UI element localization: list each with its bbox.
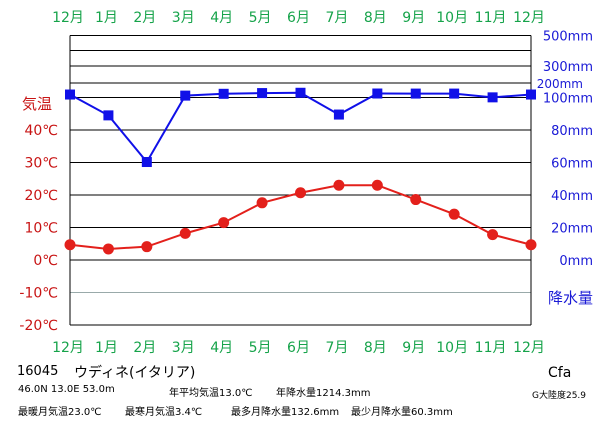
month-labels-bottom: 12月 1月 2月 3月 4月 5月 6月 7月 8月 9月 10月 11月 12月 — [52, 340, 545, 356]
precipitation-point — [333, 109, 344, 120]
month-label: 8月 — [364, 340, 387, 356]
temp-tick-label: 40℃ — [24, 123, 58, 139]
temperature-point — [179, 227, 191, 239]
annual-temperature: 年平均気温13.0℃ — [169, 388, 253, 399]
temp-tick-label: 0℃ — [33, 253, 58, 269]
precipitation-point — [65, 89, 75, 100]
precipitation-line — [69, 91, 532, 164]
temperature-point — [102, 243, 114, 255]
precipitation-point — [372, 88, 383, 99]
temperature-point — [525, 239, 537, 251]
month-label: 7月 — [325, 10, 348, 26]
precip-tick-label: 40mm — [551, 189, 593, 204]
temperature-point — [371, 179, 383, 191]
month-labels-top: 12月 1月 2月 3月 4月 5月 6月 7月 8月 9月 10月 11月 12月 — [52, 10, 545, 26]
precip-tick-label: 200mm — [537, 77, 583, 91]
month-label: 12月 — [52, 340, 84, 356]
month-label: 9月 — [402, 340, 425, 356]
month-label: 6月 — [287, 340, 310, 356]
month-label: 5月 — [249, 10, 272, 26]
month-label: 7月 — [325, 340, 348, 356]
precipitation-point — [141, 157, 152, 168]
temperature-point — [256, 197, 268, 209]
coldest-month-temp: 最寒月気温3.4℃ — [125, 407, 203, 418]
temp-axis-title: 気温 — [22, 95, 52, 113]
month-label: 11月 — [475, 10, 507, 26]
temperature-point — [295, 187, 306, 199]
month-label: 3月 — [172, 10, 195, 26]
temperature-axis: 気温 40℃ 30℃ 20℃ 10℃ 0℃ -10℃ -20℃ — [19, 95, 58, 334]
precip-tick-label: 80mm — [551, 124, 593, 139]
temp-tick-label: -10℃ — [19, 286, 58, 302]
precip-tick-label: 500mm — [543, 30, 593, 45]
month-label: 1月 — [95, 340, 118, 356]
temp-tick-label: -20℃ — [19, 318, 58, 334]
month-label: 12月 — [513, 10, 545, 26]
temp-tick-label: 10℃ — [24, 221, 58, 237]
precipitation-point — [487, 92, 498, 103]
precipitation-point — [218, 88, 229, 99]
temperature-point — [333, 179, 345, 191]
precipitation-series — [65, 87, 536, 168]
month-label: 5月 — [249, 340, 272, 356]
temperature-point — [448, 208, 460, 220]
month-label: 4月 — [210, 10, 233, 26]
month-label: 4月 — [210, 340, 233, 356]
warmest-month-temp: 最暖月気温23.0℃ — [18, 407, 102, 418]
month-label: 2月 — [133, 340, 156, 356]
month-label: 10月 — [436, 340, 468, 356]
precip-tick-label: 20mm — [551, 222, 593, 237]
precipitation-point — [295, 87, 306, 98]
precipitation-point — [410, 88, 421, 99]
precipitation-point — [180, 90, 191, 101]
month-label: 3月 — [172, 340, 195, 356]
driest-month-precip: 最少月降水量60.3mm — [351, 407, 453, 418]
precip-tick-label: 300mm — [543, 60, 593, 75]
precipitation-point — [257, 88, 268, 99]
temperature-point — [64, 239, 76, 251]
month-label: 11月 — [475, 340, 507, 356]
temperature-point — [487, 229, 499, 241]
temperature-point — [141, 241, 153, 253]
temp-tick-label: 20℃ — [24, 188, 58, 204]
continentality: G大陸度25.9 — [532, 391, 587, 401]
month-label: 12月 — [52, 10, 84, 26]
month-label: 1月 — [95, 10, 118, 26]
grid-lines — [69, 35, 532, 326]
temp-tick-label: 30℃ — [24, 156, 58, 172]
precip-tick-label: 0mm — [559, 254, 593, 269]
precip-tick-label: 100mm — [543, 92, 593, 107]
station-location: 46.0N 13.0E 53.0m — [18, 384, 115, 395]
precipitation-point — [449, 88, 460, 99]
precipitation-point — [526, 89, 536, 100]
month-label: 10月 — [436, 10, 468, 26]
precip-axis-title: 降水量 — [548, 289, 593, 307]
month-label: 12月 — [513, 340, 545, 356]
annual-precipitation: 年降水量1214.3mm — [276, 388, 371, 399]
month-label: 9月 — [402, 10, 425, 26]
wettest-month-precip: 最多月降水量132.6mm — [231, 407, 340, 418]
month-label: 8月 — [364, 10, 387, 26]
precipitation-point — [103, 110, 114, 121]
temperature-series — [64, 179, 537, 255]
precip-tick-label: 60mm — [551, 157, 593, 172]
temperature-point — [218, 217, 230, 229]
climate-class: Cfa — [548, 365, 572, 381]
station-id: 16045 — [17, 364, 59, 379]
temperature-point — [410, 194, 422, 206]
station-name: ウディネ(イタリア) — [74, 365, 196, 381]
month-label: 2月 — [133, 10, 156, 26]
month-label: 6月 — [287, 10, 310, 26]
